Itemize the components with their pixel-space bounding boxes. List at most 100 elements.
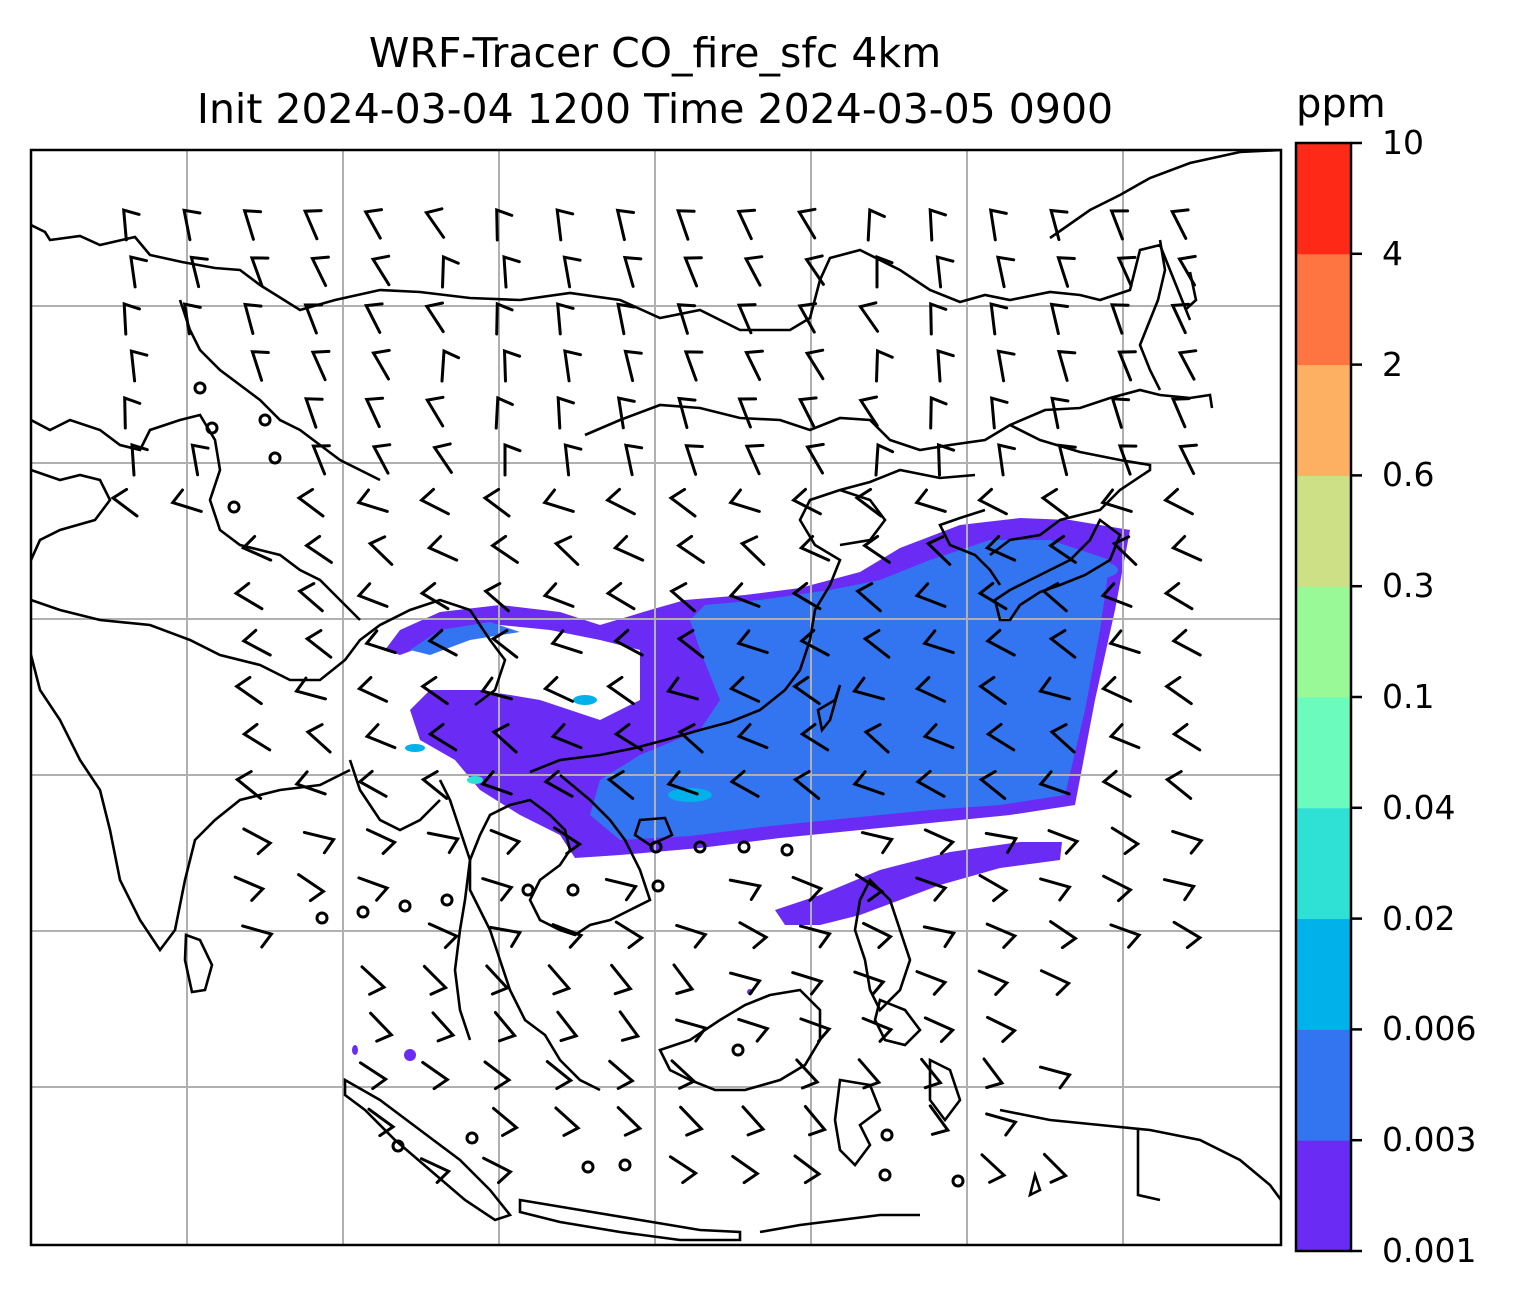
wind-barb: [363, 208, 384, 240]
colorbar-segment: [1296, 253, 1351, 366]
wind-barb: [310, 255, 330, 287]
wind-barb: [986, 1015, 1018, 1043]
wind-barb: [915, 769, 946, 798]
wind-barb: [233, 581, 264, 611]
wind-barb: [615, 208, 635, 242]
wind-barb: [672, 963, 695, 995]
wind-barb: [854, 873, 885, 903]
wind-barb: [422, 964, 449, 996]
wind-barb: [861, 534, 891, 564]
wind-barb: [494, 395, 514, 430]
wind-barb: [914, 676, 947, 703]
wind-barb: [675, 1018, 708, 1043]
wind-barb: [356, 676, 389, 703]
wind-barb: [310, 349, 331, 382]
wind-barb: [1100, 676, 1133, 703]
wind-barb: [495, 301, 514, 336]
wind-barb: [978, 770, 1007, 800]
wind-barb: [1162, 487, 1194, 516]
wind-barb: [1169, 208, 1190, 240]
wind-barb: [977, 969, 1010, 996]
wind-barb: [1049, 208, 1069, 241]
wind-barb: [489, 534, 519, 564]
wind-barb: [790, 487, 822, 516]
wind-barb: [985, 922, 1018, 949]
western-coast: [31, 468, 112, 561]
manchuria-border: [584, 388, 1214, 452]
wind-barb: [920, 1057, 943, 1090]
wind-barb: [928, 207, 947, 242]
wind-barb: [853, 970, 886, 996]
calm-circle: [356, 905, 370, 919]
wind-barb: [440, 348, 461, 383]
wind-barb: [1050, 396, 1070, 430]
wind-barb: [365, 828, 398, 855]
wind-barb: [1177, 254, 1197, 287]
wind-barb: [728, 676, 761, 703]
wind-barb: [427, 722, 458, 752]
wind-barb: [357, 769, 388, 798]
wind-barb: [364, 629, 397, 655]
wind-barb: [980, 1153, 1007, 1184]
wind-barb: [182, 208, 202, 242]
calm-circle: [566, 883, 580, 897]
taiwan: [816, 684, 842, 733]
wind-barb: [605, 581, 636, 611]
colorbar-segment: [1296, 697, 1351, 809]
wind-barb: [996, 349, 1016, 383]
wind-barb: [729, 769, 760, 798]
calm-circle: [440, 893, 454, 907]
wind-barb: [805, 442, 825, 475]
wind-barb: [797, 302, 818, 334]
wind-barb: [984, 831, 1019, 854]
wind-barb: [233, 875, 266, 902]
wind-barb: [799, 628, 830, 657]
colorbar-tick-label: 0.006: [1382, 1009, 1477, 1049]
wind-barb: [670, 1059, 697, 1090]
sumatra: [343, 1077, 513, 1222]
calm-circle: [193, 381, 207, 395]
wind-barb: [729, 971, 762, 996]
wind-barb: [795, 1058, 820, 1090]
wind-barb: [1164, 770, 1193, 800]
wind-barb: [423, 207, 446, 239]
wind-barb: [294, 770, 327, 796]
wind-barb: [1100, 582, 1133, 608]
calm-circle: [268, 451, 282, 465]
wind-barb: [604, 877, 639, 902]
wind-barb: [303, 397, 324, 429]
calm-circle: [581, 1160, 595, 1174]
wind-barb: [684, 444, 704, 476]
wind-barb: [364, 723, 397, 750]
calm-wind-circles: [193, 381, 965, 1188]
wind-barb: [480, 676, 513, 701]
wind-barb: [110, 487, 139, 518]
wind-barb: [668, 1155, 699, 1185]
wind-barb: [495, 207, 514, 242]
wind-barb: [997, 443, 1016, 477]
wind-barb: [364, 396, 385, 429]
colorbar-segment: [1296, 918, 1351, 1030]
wind-barb: [675, 923, 708, 949]
wind-barb: [935, 255, 955, 289]
wind-barb: [803, 1105, 828, 1137]
wind-barb: [866, 207, 886, 242]
wind-barb: [421, 1060, 450, 1091]
wind-barb: [241, 722, 272, 752]
calm-circle: [398, 899, 412, 913]
wind-barb: [875, 348, 894, 383]
calm-circle: [315, 911, 329, 925]
wind-barb: [357, 876, 390, 902]
map-frame: [29, 148, 1283, 1247]
wind-barb: [737, 1017, 770, 1043]
wind-barb: [554, 1106, 581, 1137]
wind-barb: [481, 877, 514, 902]
wind-barb: [424, 301, 445, 334]
wind-barb: [728, 488, 761, 513]
india: [31, 654, 351, 953]
wind-barb: [875, 254, 894, 289]
wind-barb: [1040, 487, 1069, 518]
wind-barb: [622, 255, 643, 288]
wind-barb: [555, 208, 575, 242]
